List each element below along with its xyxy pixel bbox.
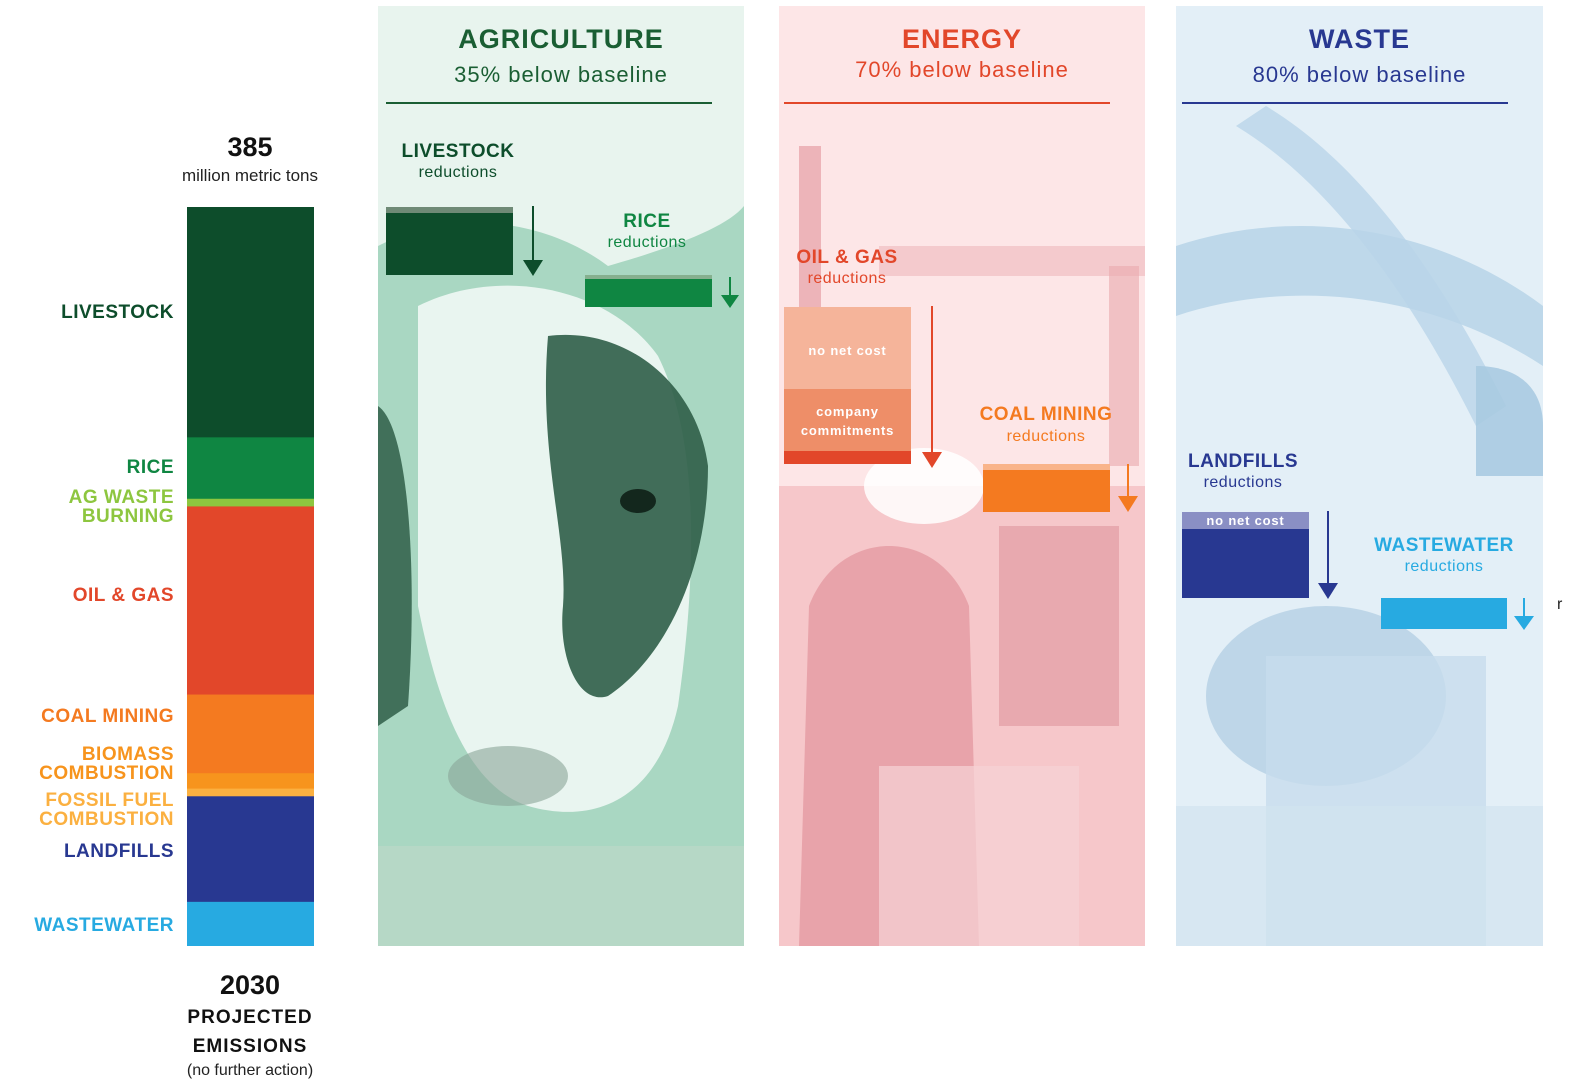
label-ag-waste-burning-2: BURNING [81,506,174,527]
energy-subtitle: 70% below baseline [855,57,1069,82]
total-value: 385 [227,132,273,162]
rice-baseline-strip [585,275,712,279]
label-fossil-fuel-combustion-1: FOSSIL FUEL [45,790,174,811]
coal-reduction-bar [983,470,1110,512]
total-unit: million metric tons [181,166,319,185]
wastewater-down-arrow-icon [1514,598,1534,630]
livestock-reductions-sub: reductions [418,164,498,181]
landfills-no-net-cost-bar: no net cost [1182,512,1309,529]
label-rice: RICE [126,457,174,478]
clipped-edge-text: r [1557,596,1563,613]
label-oil-gas: OIL & GAS [72,585,174,606]
company-commitments-text-1: company [816,404,879,419]
livestock-reduction-bar [386,213,513,275]
oil-gas-reductions-label: OIL & GAS [796,247,898,268]
oil-gas-no-net-cost-bar: no net cost [784,307,911,389]
bar-segment-biomass-combustion [187,773,314,790]
livestock-reductions-label: LIVESTOCK [401,141,515,162]
wastewater-reductions-label: WASTEWATER [1374,535,1514,556]
wastewater-reductions-sub: reductions [1404,558,1484,575]
coal-down-arrow-icon [1118,464,1138,512]
livestock-baseline-strip [386,207,513,213]
bar-segment-coal-mining [187,694,314,774]
energy-panel: ENERGY 70% below baseline OIL & GAS redu… [779,6,1145,946]
landfills-down-arrow-icon [1318,511,1338,599]
label-wastewater: WASTEWATER [34,915,174,936]
no-net-cost-text: no net cost [808,343,887,358]
waste-panel: WASTE 80% below baseline LANDFILLS reduc… [1176,6,1543,946]
oil-gas-remaining-bar [784,451,911,464]
agriculture-panel: AGRICULTURE 35% below baseline LIVESTOCK… [378,6,744,946]
oil-gas-down-arrow-icon [922,306,942,468]
label-ag-waste-burning-1: AG WASTE [68,487,174,508]
stacked-bar [187,207,314,946]
wastewater-reduction-bar [1381,598,1507,629]
landfills-no-net-cost-text: no net cost [1206,513,1285,528]
agriculture-subtitle: 35% below baseline [454,62,668,87]
coal-mining-reductions-label: COAL MINING [979,404,1113,425]
bar-segment-fossil-fuel-combustion [187,788,314,797]
label-biomass-combustion-1: BIOMASS [81,744,174,765]
waste-rule [1182,102,1508,104]
year-label: 2030 [219,970,281,1000]
agriculture-rule [386,102,712,104]
energy-title: ENERGY [901,24,1023,54]
waste-subtitle: 80% below baseline [1252,62,1467,87]
no-further-action-label: (no further action) [186,1062,314,1079]
oil-gas-company-commitments-bar: company commitments [784,389,911,451]
bar-segment-oil-gas [187,506,314,696]
label-landfills: LANDFILLS [63,841,174,862]
emissions-label: EMISSIONS [192,1036,308,1057]
rice-reductions-label: RICE [623,211,671,232]
bar-segment-ag-waste-burning [187,498,314,507]
rice-reductions-sub: reductions [607,234,687,251]
cow-photo-background [378,6,744,946]
waste-title: WASTE [1308,24,1410,54]
agriculture-title: AGRICULTURE [458,24,664,54]
company-commitments-text-2: commitments [800,423,895,438]
coal-mining-reductions-sub: reductions [1006,428,1086,445]
label-biomass-combustion-2: COMBUSTION [39,763,174,784]
coal-baseline-strip [983,464,1110,470]
rice-reduction-bar [585,279,712,307]
landfills-reductions-label: LANDFILLS [1187,451,1299,472]
bar-segment-wastewater [187,901,314,946]
rice-down-arrow-icon [721,277,739,308]
oil-gas-reductions-sub: reductions [807,270,887,287]
projected-label: PROJECTED [187,1007,313,1028]
label-coal-mining: COAL MINING [41,706,174,727]
landfills-reduction-bar [1182,529,1309,598]
livestock-down-arrow-icon [523,206,543,276]
landfills-reductions-sub: reductions [1203,474,1283,491]
bar-segment-landfills [187,796,314,903]
bar-segment-rice [187,437,314,500]
bar-segment-livestock [187,207,314,438]
energy-rule [784,102,1110,104]
pipes-photo-background [1176,6,1543,946]
label-livestock: LIVESTOCK [61,302,174,323]
label-fossil-fuel-combustion-2: COMBUSTION [39,809,174,830]
